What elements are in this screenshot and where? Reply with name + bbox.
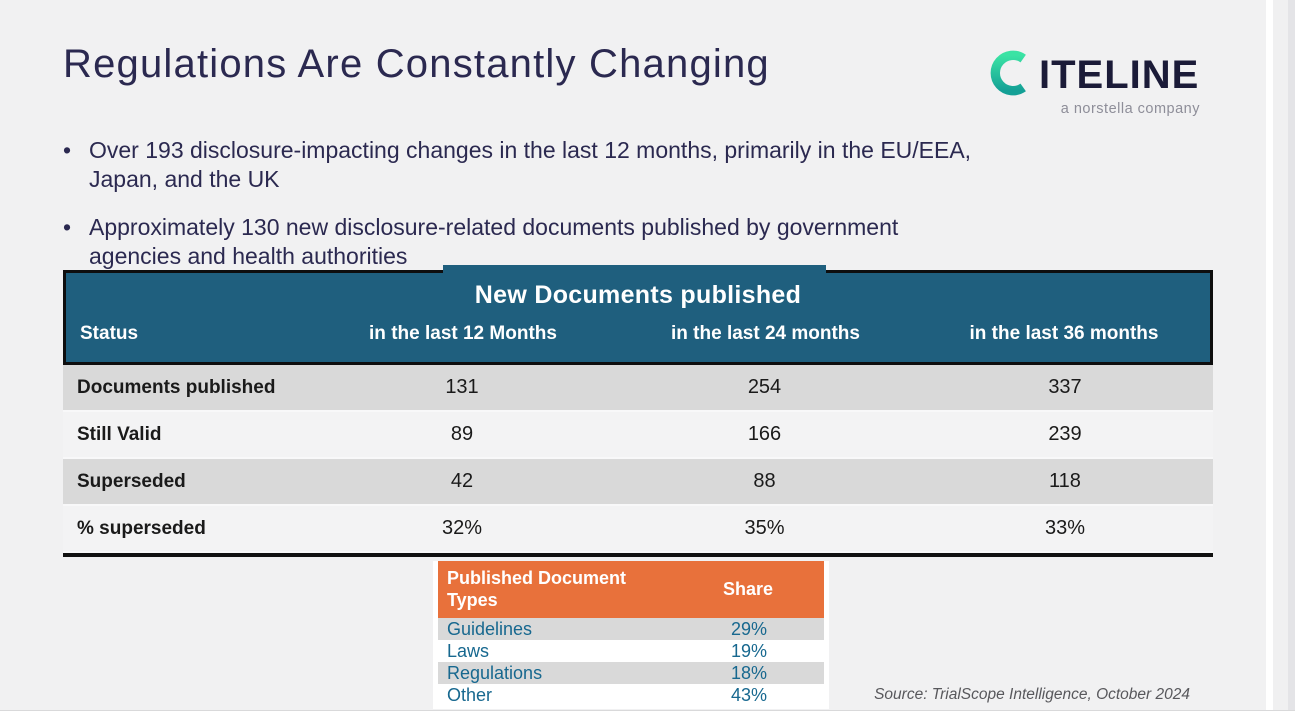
logo-tagline: a norstella company xyxy=(1060,101,1200,117)
table-column-headers: Status in the last 12 Months in the last… xyxy=(66,323,1210,345)
cell-value: 88 xyxy=(753,470,776,492)
types-row: Other 43% xyxy=(438,684,824,706)
types-row: Laws 19% xyxy=(438,640,824,662)
cell-value: 118 xyxy=(1049,470,1081,492)
types-row-label: Laws xyxy=(447,640,490,661)
bullet-line: agencies and health authorities xyxy=(89,242,408,269)
types-row-share: 29% xyxy=(731,618,768,639)
share-column-header: Share xyxy=(723,579,774,599)
citeline-logo: ITELINE a norstella company xyxy=(988,50,1204,117)
row-label: Superseded xyxy=(77,470,186,492)
bullet-item: • Over 193 disclosure-impacting changes … xyxy=(63,136,1103,194)
logo-row: ITELINE xyxy=(988,50,1204,100)
slide: Regulations Are Constantly Changing xyxy=(63,42,1213,709)
right-gutter xyxy=(1266,0,1273,710)
right-edge-strip xyxy=(1288,0,1295,710)
types-row-label: Guidelines xyxy=(447,618,533,639)
table-header-band: New Documents published Status in the la… xyxy=(63,265,1213,365)
cell-value: 42 xyxy=(450,470,474,492)
cell-value: 131 xyxy=(445,376,479,398)
table-row: % superseded 32% 35% 33% xyxy=(63,506,1213,553)
bullet-list: • Over 193 disclosure-impacting changes … xyxy=(63,136,1103,290)
table-row: Still Valid 89 166 239 xyxy=(63,412,1213,459)
column-header-12mo: in the last 12 Months xyxy=(369,323,557,344)
bullet-dot-icon: • xyxy=(63,137,72,163)
row-label: Still Valid xyxy=(77,423,162,445)
cell-value: 33% xyxy=(1044,517,1086,539)
types-table: Published Document Types Share Guideline… xyxy=(433,561,829,709)
table-header-tab xyxy=(443,265,826,279)
cell-value: 35% xyxy=(744,517,785,539)
cell-value: 89 xyxy=(450,423,474,445)
column-header-24mo: in the last 24 months xyxy=(671,323,860,344)
types-column-header: Published Document Types xyxy=(447,567,627,610)
bullet-dot-icon: • xyxy=(63,213,72,240)
column-header-status: Status xyxy=(80,323,139,344)
cell-value: 32% xyxy=(441,517,483,539)
table-row: Documents published 131 254 337 xyxy=(63,365,1213,412)
bullet-line: Approximately 130 new disclosure-related… xyxy=(89,213,899,240)
bullet-item: • Approximately 130 new disclosure-relat… xyxy=(63,213,1103,271)
table-title: New Documents published xyxy=(474,281,802,309)
row-label: Documents published xyxy=(77,376,276,398)
cell-value: 337 xyxy=(1048,376,1082,398)
types-row-label: Regulations xyxy=(447,662,543,683)
bullet-line: Over 193 disclosure-impacting changes in… xyxy=(89,137,972,163)
cell-value: 239 xyxy=(1048,423,1082,445)
bullet-line: Japan, and the UK xyxy=(89,165,280,192)
types-row-label: Other xyxy=(447,684,493,705)
types-table-header: Published Document Types Share xyxy=(438,561,824,618)
page-title: Regulations Are Constantly Changing xyxy=(63,42,770,86)
table-row: Superseded 42 88 118 xyxy=(63,459,1213,506)
column-header-36mo: in the last 36 months xyxy=(969,323,1159,344)
citeline-c-icon xyxy=(988,48,1038,103)
types-row-share: 18% xyxy=(731,662,768,683)
row-label: % superseded xyxy=(77,517,206,539)
types-row-share: 43% xyxy=(731,684,768,705)
logo-brand-text: ITELINE xyxy=(1039,52,1200,97)
source-note: Source: TrialScope Intelligence, October… xyxy=(874,686,1190,703)
cell-value: 166 xyxy=(747,423,782,445)
bullet-text: Approximately 130 new disclosure-related… xyxy=(89,213,898,271)
table-bottom-border xyxy=(63,553,1213,557)
bottom-strip xyxy=(0,710,1295,715)
bullet-text: Over 193 disclosure-impacting changes in… xyxy=(89,136,971,194)
types-row: Guidelines 29% xyxy=(438,618,824,640)
types-row: Regulations 18% xyxy=(438,662,824,684)
cell-value: 254 xyxy=(747,376,782,398)
documents-table: New Documents published Status in the la… xyxy=(63,265,1213,557)
types-row-share: 19% xyxy=(731,640,768,661)
